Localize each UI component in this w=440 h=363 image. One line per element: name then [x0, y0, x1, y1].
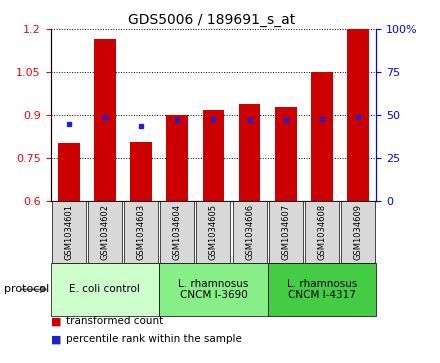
Text: GSM1034602: GSM1034602 [100, 204, 110, 260]
Bar [239, 104, 260, 201]
Text: percentile rank within the sample: percentile rank within the sample [66, 334, 242, 344]
Bar [88, 201, 122, 263]
Text: GSM1034608: GSM1034608 [317, 204, 326, 260]
Bar [275, 107, 297, 201]
Bar [233, 201, 267, 263]
Text: GSM1034607: GSM1034607 [281, 204, 290, 260]
Text: GSM1034601: GSM1034601 [64, 204, 73, 260]
Bar [311, 72, 333, 201]
Bar [160, 201, 194, 263]
Bar [159, 263, 268, 316]
Text: GDS5006 / 189691_s_at: GDS5006 / 189691_s_at [128, 13, 295, 27]
Bar [58, 143, 80, 201]
Bar [347, 29, 369, 201]
Bar [196, 201, 231, 263]
Text: GSM1034605: GSM1034605 [209, 204, 218, 260]
Text: GSM1034603: GSM1034603 [136, 204, 146, 260]
Bar [124, 201, 158, 263]
Text: ■: ■ [51, 316, 61, 326]
Text: L. rhamnosus
CNCM I-4317: L. rhamnosus CNCM I-4317 [287, 279, 357, 300]
Bar [268, 263, 376, 316]
Text: protocol: protocol [4, 285, 50, 294]
Text: E. coli control: E. coli control [70, 285, 140, 294]
Text: GSM1034609: GSM1034609 [354, 204, 363, 260]
Text: ■: ■ [51, 334, 61, 344]
Bar [51, 201, 86, 263]
Bar [305, 201, 339, 263]
Bar [341, 201, 375, 263]
Bar [202, 110, 224, 201]
Text: L. rhamnosus
CNCM I-3690: L. rhamnosus CNCM I-3690 [178, 279, 249, 300]
Bar [269, 201, 303, 263]
Text: GSM1034604: GSM1034604 [173, 204, 182, 260]
Bar [94, 39, 116, 201]
Bar [51, 263, 159, 316]
Bar [166, 115, 188, 201]
Text: transformed count: transformed count [66, 316, 163, 326]
Text: GSM1034606: GSM1034606 [245, 204, 254, 260]
Bar [130, 142, 152, 201]
